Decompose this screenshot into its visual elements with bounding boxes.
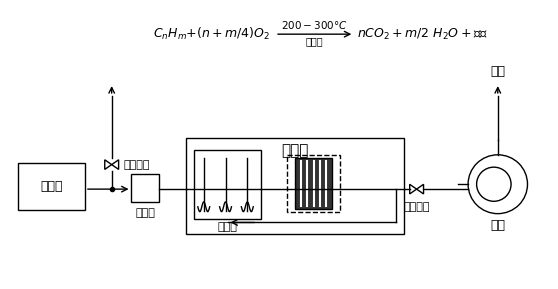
Bar — [194, 150, 261, 218]
Bar — [132, 175, 159, 202]
Bar — [295, 158, 333, 209]
Bar — [186, 138, 404, 234]
Text: 风机: 风机 — [490, 219, 506, 232]
Circle shape — [477, 167, 511, 201]
Text: $200-300°C$: $200-300°C$ — [281, 19, 348, 31]
Text: 排空阀门: 排空阀门 — [123, 160, 150, 170]
Text: 阻火器: 阻火器 — [136, 208, 155, 218]
Text: 换热器: 换热器 — [218, 222, 238, 232]
Text: $\mathit{nCO_2}+\mathit{m}/2\ \mathit{H_2O}+$热量: $\mathit{nCO_2}+\mathit{m}/2\ \mathit{H_… — [357, 27, 488, 42]
Circle shape — [468, 155, 527, 214]
Text: 废气源: 废气源 — [40, 180, 62, 193]
Text: 催化室: 催化室 — [281, 143, 309, 158]
Bar — [287, 155, 340, 212]
Text: 排放: 排放 — [490, 65, 506, 78]
Bar — [18, 163, 85, 210]
Text: 催化剂: 催化剂 — [306, 36, 324, 46]
Text: 排空阀门: 排空阀门 — [403, 202, 430, 212]
Text: $\mathit{C_nH_m}$$+(n+$$\mathit{m}$$/4)$$\mathit{O_2}$: $\mathit{C_nH_m}$$+(n+$$\mathit{m}$$/4)$… — [153, 26, 270, 42]
